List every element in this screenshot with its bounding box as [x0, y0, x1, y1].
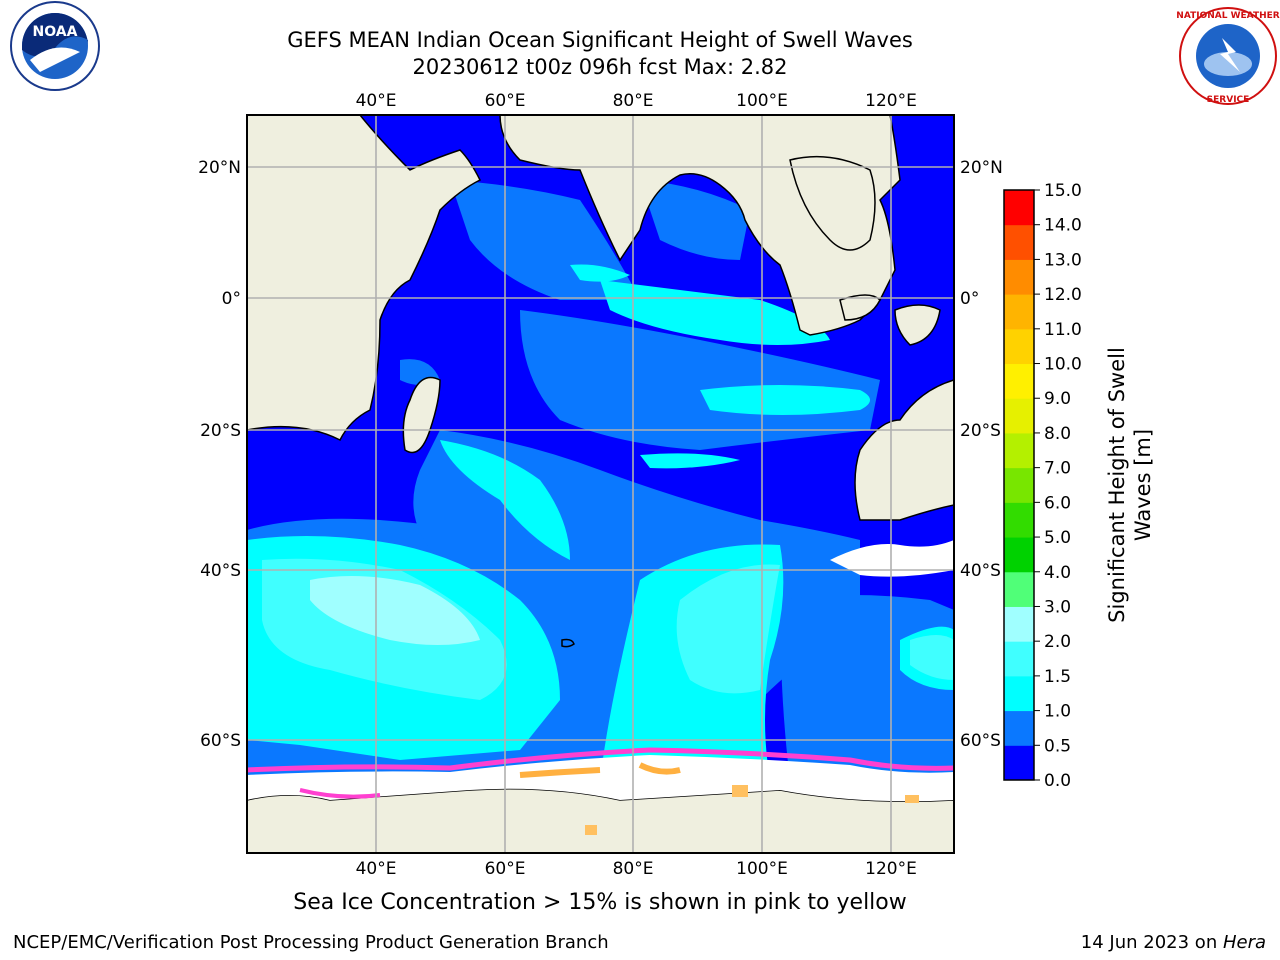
colorbar-segment — [1004, 641, 1034, 677]
colorbar-tick-label: 6.0 — [1044, 493, 1071, 513]
colorbar-segment — [1004, 294, 1034, 330]
colorbar-tick-label: 7.0 — [1044, 459, 1071, 479]
chart-title: GEFS MEAN Indian Ocean Significant Heigh… — [287, 28, 913, 52]
lat-label: 60°S — [960, 731, 1001, 751]
colorbar-segment — [1004, 537, 1034, 573]
lon-label: 100°E — [736, 91, 788, 111]
lon-label: 60°E — [485, 859, 526, 879]
date-text: 14 Jun 2023 on — [1080, 932, 1223, 953]
colorbar-tick-label: 9.0 — [1044, 389, 1071, 409]
colorbar: 0.0 0.5 1.0 1.5 2.0 3.0 4.0 5.0 6.0 7.0 8.0 9.0 10.0… — [1003, 181, 1082, 791]
colorbar-segment — [1004, 398, 1034, 434]
map-frame — [246, 114, 955, 854]
colorbar-label-line1: Significant Height of Swell — [1105, 347, 1129, 623]
lat-label: 20°S — [960, 421, 1001, 441]
swell-band-3-0 — [310, 576, 480, 645]
colorbar-frame — [1003, 189, 1035, 781]
colorbar-segment — [1004, 328, 1034, 365]
colorbar-segment — [1004, 675, 1034, 712]
credit-text: NCEP/EMC/Verification Post Processing Pr… — [13, 932, 609, 953]
lat-label: 20°N — [198, 158, 241, 178]
colorbar-tick-label: 8.0 — [1044, 424, 1071, 444]
sea-ice — [247, 747, 954, 835]
colorbar-tick-label: 4.0 — [1044, 563, 1071, 583]
lon-label: 120°E — [865, 859, 917, 879]
colorbar-segment — [1004, 745, 1034, 781]
lon-labels-bottom: 40°E 60°E 80°E 100°E 120°E — [356, 859, 917, 879]
colorbar-tick-label: 0.5 — [1044, 736, 1071, 756]
colorbar-segment — [1004, 571, 1034, 607]
noaa-logo: NOAA — [10, 1, 100, 91]
svg-text:NATIONAL WEATHER: NATIONAL WEATHER — [1176, 11, 1279, 21]
sea-ice-note: Sea Ice Concentration > 15% is shown in … — [293, 890, 907, 915]
map-area — [247, 115, 954, 853]
colorbar-segment — [1004, 259, 1034, 295]
lon-label: 100°E — [736, 859, 788, 879]
colorbar-tick-label: 10.0 — [1044, 355, 1082, 375]
colorbar-segment — [1004, 710, 1034, 746]
lon-label: 80°E — [613, 859, 654, 879]
date-stamp: 14 Jun 2023 on Hera — [1081, 932, 1266, 953]
colorbar-tick-label: 3.0 — [1044, 597, 1071, 617]
chart-subtitle: 20230612 t00z 096h fcst Max: 2.82 — [412, 55, 788, 79]
land-masses — [247, 115, 954, 853]
colorbar-label-line2: Waves [m] — [1131, 429, 1155, 541]
colorbar-segment — [1004, 224, 1034, 260]
lat-label: 20°S — [200, 421, 241, 441]
machine-name: Hera — [1222, 932, 1266, 953]
colorbar-segment — [1004, 363, 1034, 399]
colorbar-segment — [1004, 190, 1034, 226]
colorbar-tick-label: 1.5 — [1044, 667, 1071, 687]
lat-label: 20°N — [960, 158, 1003, 178]
colorbar-segment — [1004, 606, 1034, 642]
colorbar-tick-label: 11.0 — [1044, 320, 1082, 340]
lon-label: 120°E — [865, 91, 917, 111]
lat-label: 40°S — [960, 561, 1001, 581]
noaa-logo-text: NOAA — [33, 24, 78, 40]
colorbar-segment — [1004, 432, 1034, 469]
lat-label: 60°S — [200, 731, 241, 751]
lat-label: 0° — [960, 289, 979, 309]
lon-label: 60°E — [485, 91, 526, 111]
lon-label: 40°E — [356, 859, 397, 879]
colorbar-tick-label: 12.0 — [1044, 285, 1082, 305]
lat-labels-right: 20°N 0° 20°S 40°S 60°S — [960, 158, 1003, 751]
colorbar-tick-label: 0.0 — [1044, 771, 1071, 791]
lon-label: 40°E — [356, 91, 397, 111]
colorbar-tick-label: 14.0 — [1044, 216, 1082, 236]
lat-label: 40°S — [200, 561, 241, 581]
colorbar-tick-label: 2.0 — [1044, 632, 1071, 652]
lon-label: 80°E — [613, 91, 654, 111]
lon-labels-top: 40°E 60°E 80°E 100°E 120°E — [356, 91, 917, 111]
colorbar-tick-label: 13.0 — [1044, 250, 1082, 270]
colorbar-segment — [1004, 467, 1034, 503]
colorbar-tick-label: 5.0 — [1044, 528, 1071, 548]
colorbar-tick-label: 1.0 — [1044, 702, 1071, 722]
colorbar-segment — [1004, 502, 1034, 538]
lat-label: 0° — [222, 289, 241, 309]
nws-logo: NATIONAL WEATHER SERVICE — [1176, 7, 1280, 105]
colorbar-tick-label: 15.0 — [1044, 181, 1082, 201]
lat-labels-left: 20°N 0° 20°S 40°S 60°S — [198, 158, 241, 751]
svg-text:SERVICE: SERVICE — [1207, 95, 1250, 105]
graticule — [247, 115, 954, 853]
